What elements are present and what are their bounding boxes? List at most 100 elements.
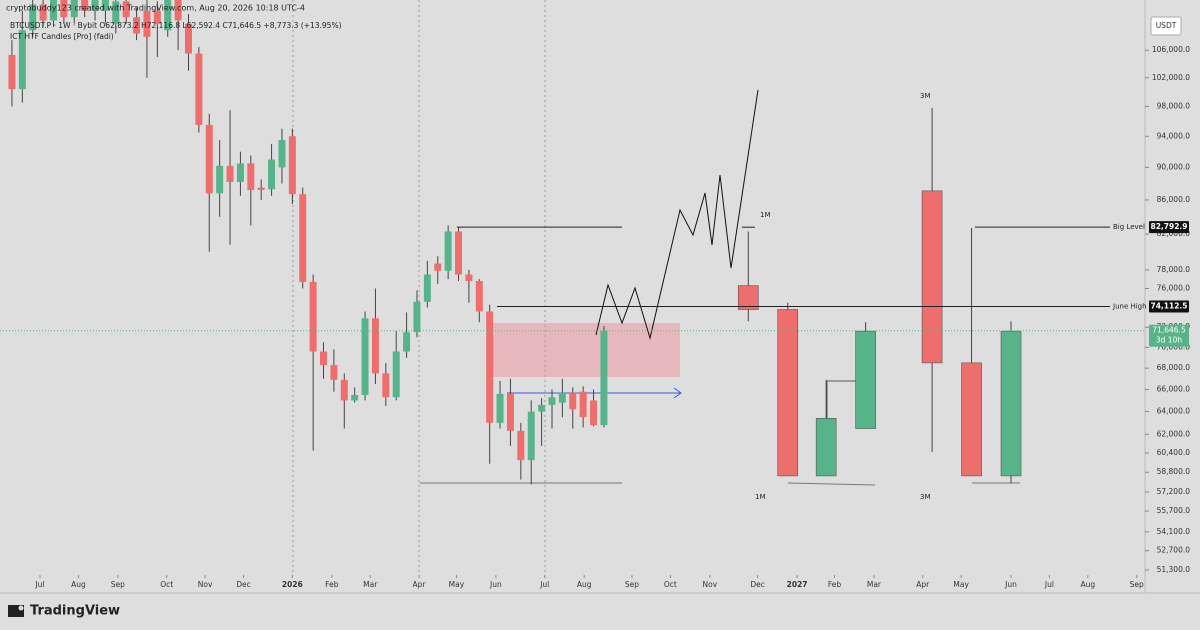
x-tick-label: Sep xyxy=(111,580,125,589)
candle-body xyxy=(815,417,837,477)
candle-body xyxy=(112,1,120,24)
last-price-tag xyxy=(1149,324,1189,347)
last-price-label: 71,646.5 xyxy=(1152,326,1186,335)
x-tick-label: Oct xyxy=(160,580,173,589)
currency: USDT xyxy=(1156,21,1177,30)
candle-body xyxy=(101,0,109,11)
candle-body xyxy=(413,301,421,333)
candle-body xyxy=(174,0,182,21)
low-line xyxy=(787,482,876,486)
candle-body xyxy=(330,364,338,380)
candle-body xyxy=(527,411,535,461)
candle-body xyxy=(268,159,276,190)
candle-body xyxy=(70,0,78,18)
y-tick-label: 98,000.0 xyxy=(1157,101,1191,110)
candle-body xyxy=(18,30,26,90)
candle-body xyxy=(39,4,47,21)
y-tick-label: 90,000.0 xyxy=(1157,162,1191,171)
x-tick-label: Jun xyxy=(1004,580,1017,589)
session-separators xyxy=(292,0,546,575)
candle-body xyxy=(921,190,943,364)
y-tick-label: 58,800.0 xyxy=(1157,467,1191,476)
candle-body xyxy=(361,318,369,395)
candle-body xyxy=(320,351,328,365)
candle-body xyxy=(288,136,296,195)
candle-body xyxy=(558,392,566,403)
x-tick-label: Feb xyxy=(828,580,842,589)
price-tag xyxy=(1149,221,1189,234)
candle-body xyxy=(133,17,141,34)
candle-body xyxy=(340,379,348,401)
level-label: June High xyxy=(1112,302,1147,310)
x-tick-label: Apr xyxy=(413,580,427,589)
candle-body xyxy=(1000,330,1022,477)
x-tick-label: May xyxy=(953,580,969,589)
candle-body xyxy=(600,330,608,426)
y-tick-label: 52,700.0 xyxy=(1157,546,1191,555)
candle-body xyxy=(257,187,265,191)
x-tick-label: Sep xyxy=(625,580,639,589)
y-tick-label: 86,000.0 xyxy=(1157,195,1191,204)
x-tick-label: May xyxy=(449,580,465,589)
x-tick-label: Oct xyxy=(664,580,677,589)
candle-body xyxy=(777,309,799,477)
candle-body xyxy=(465,274,473,281)
candle-body xyxy=(184,23,192,54)
x-tick-label: Aug xyxy=(1081,580,1096,589)
legend: BTCUSDT.P · 1W · Bybit O62,873.2 H72,116… xyxy=(10,21,342,30)
candle-body xyxy=(309,281,317,352)
candle-body xyxy=(60,0,68,18)
x-tick-label: Nov xyxy=(703,580,718,589)
candle-body xyxy=(455,231,463,275)
candle-body xyxy=(8,54,16,90)
candle-body xyxy=(444,231,452,271)
y-tick-label: 51,300.0 xyxy=(1157,565,1191,574)
y-tick-label: 76,000.0 xyxy=(1157,283,1191,292)
path-projection xyxy=(595,89,759,340)
y-tick-label: 102,000.0 xyxy=(1152,73,1190,82)
candle-body xyxy=(91,0,99,11)
currency-box[interactable] xyxy=(1150,16,1182,36)
x-tick-label: Dec xyxy=(236,580,251,589)
candle-body xyxy=(195,53,203,125)
x-tick-label: Mar xyxy=(363,580,378,589)
y-tick-label: 106,000.0 xyxy=(1152,45,1190,54)
candle-body xyxy=(496,393,504,423)
candle-body xyxy=(392,351,400,398)
candle-body xyxy=(216,165,224,194)
candle-body xyxy=(517,430,525,461)
price-tag xyxy=(1149,300,1189,313)
candle-body xyxy=(538,404,546,412)
y-tick-label: 55,700.0 xyxy=(1157,506,1191,515)
y-tick-label: 54,100.0 xyxy=(1157,527,1191,536)
candle-body xyxy=(590,400,598,426)
x-tick-label: Nov xyxy=(198,580,213,589)
x-tick-label: Aug xyxy=(71,580,86,589)
y-tick-label: 60,400.0 xyxy=(1157,448,1191,457)
candle-body xyxy=(164,0,172,31)
candle-body xyxy=(153,10,161,24)
candle-body xyxy=(236,163,244,182)
candle-body xyxy=(226,165,234,182)
x-tick-label: Jun xyxy=(489,580,502,589)
candle-body xyxy=(961,362,982,477)
price-tag-label: 74,112.5 xyxy=(1150,301,1187,310)
level-label: Big Level xyxy=(1113,223,1145,231)
candle-body xyxy=(579,391,587,418)
y-tick-label: 78,000.0 xyxy=(1157,265,1191,274)
x-tick-label: Jul xyxy=(34,580,44,589)
candle-body xyxy=(737,285,759,310)
y-tick-label: 66,000.0 xyxy=(1157,385,1191,394)
candle-body xyxy=(486,311,494,423)
x-tick-label: Mar xyxy=(867,580,882,589)
countdown: 3d 10h xyxy=(1156,336,1182,345)
brand-logo xyxy=(8,605,24,617)
candle-body xyxy=(548,397,556,405)
candle-body xyxy=(569,392,577,410)
candle-body xyxy=(423,274,431,302)
annotation: 3M xyxy=(920,92,931,100)
watermark: cryptobuddy123 created with TradingView.… xyxy=(6,4,305,13)
